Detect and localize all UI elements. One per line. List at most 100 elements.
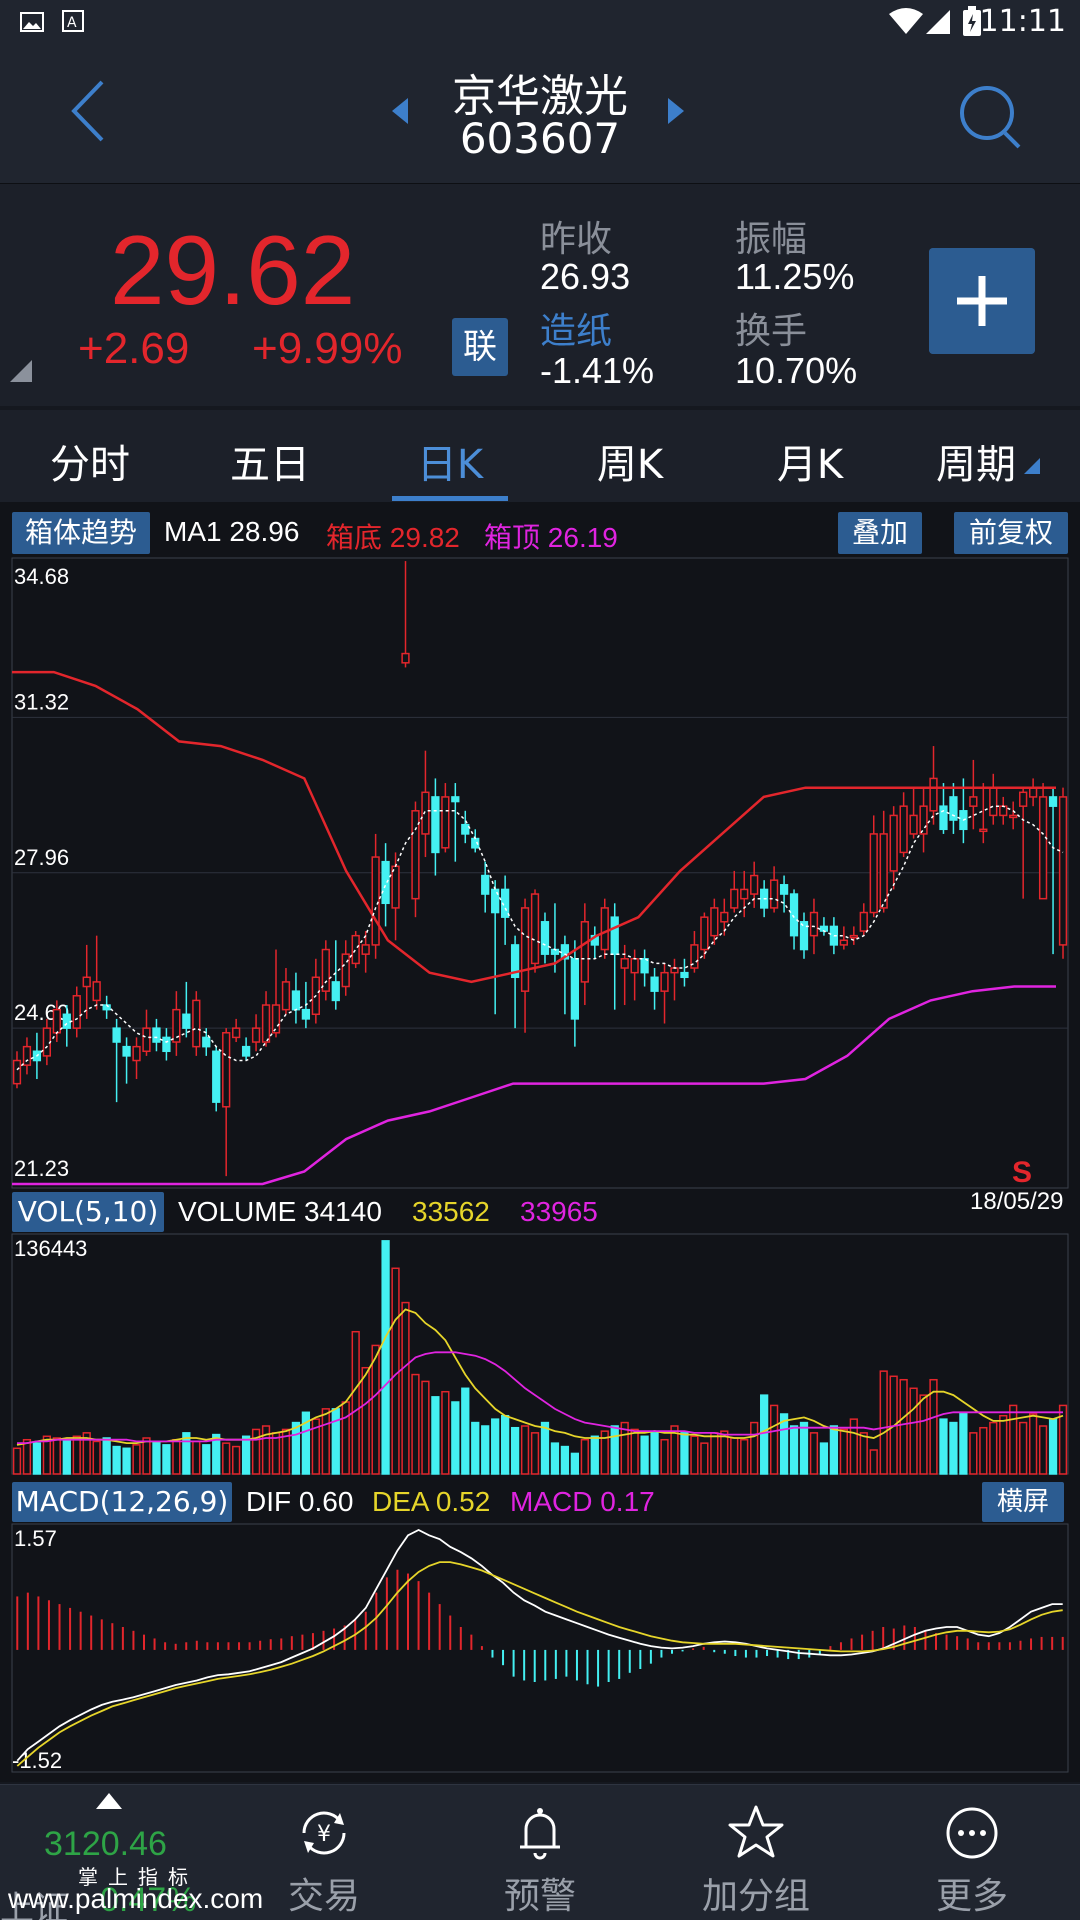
candle-body <box>789 893 799 937</box>
volume-bar <box>401 1301 410 1475</box>
volume-bar <box>82 1432 91 1475</box>
candle-body <box>232 1027 241 1039</box>
tab-daily-k[interactable]: 日K <box>416 442 484 488</box>
candle-body <box>690 944 699 969</box>
box-bottom-line <box>12 985 1056 1186</box>
volume-bar <box>809 1432 819 1475</box>
volume-bar <box>760 1394 769 1475</box>
volume-bar <box>1038 1425 1048 1475</box>
ma1-value: 28.96 <box>229 516 300 547</box>
svg-text:¥: ¥ <box>317 1822 331 1847</box>
volume-bar <box>909 1387 918 1475</box>
candle-body <box>839 939 848 946</box>
amplitude-value: 11.25% <box>735 256 855 297</box>
candle-body <box>909 814 918 835</box>
search-icon[interactable] <box>955 81 1025 151</box>
volume-max-label: 136443 <box>14 1236 87 1261</box>
candle-body <box>600 907 609 951</box>
volume-bar <box>112 1445 121 1475</box>
volume-bar <box>730 1437 739 1475</box>
volume-bar <box>650 1432 659 1475</box>
volume-bar <box>142 1437 151 1475</box>
nav-alert[interactable]: 预警 <box>432 1785 648 1920</box>
vol-indicator-button[interactable]: VOL(5,10) <box>12 1192 164 1232</box>
volume-bar <box>381 1240 390 1475</box>
volume-bar <box>600 1430 609 1475</box>
candle-body <box>182 1013 191 1029</box>
volume-bar <box>620 1421 629 1475</box>
next-stock-arrow-icon[interactable] <box>664 96 688 126</box>
candle-body <box>799 921 809 951</box>
back-button[interactable] <box>60 76 120 146</box>
candle-body <box>510 944 520 979</box>
volume-bar <box>321 1408 330 1475</box>
volume-bar <box>172 1438 181 1475</box>
app-notification-icon: A <box>62 10 84 32</box>
tab-five-day[interactable]: 五日 <box>230 442 310 488</box>
expand-corner-icon[interactable] <box>10 360 32 382</box>
signal-icon <box>926 10 950 34</box>
candle-body <box>22 1045 32 1066</box>
tab-monthly-k[interactable]: 月K <box>776 442 844 488</box>
kline-axis-label: 27.96 <box>14 845 69 870</box>
tab-weekly-k[interactable]: 周K <box>596 442 664 488</box>
volume-legend: VOLUME 34140 <box>178 1196 382 1227</box>
prev-stock-arrow-icon[interactable] <box>388 96 412 126</box>
candle-body <box>411 810 420 900</box>
volume-bar <box>829 1425 839 1475</box>
forward-adjust-button[interactable]: 前复权 <box>954 512 1068 554</box>
candle-body <box>899 805 908 854</box>
lian-button[interactable]: 联 <box>452 318 508 376</box>
candle-body <box>481 874 490 895</box>
tab-intraday[interactable]: 分时 <box>50 442 130 488</box>
index-ticker[interactable]: 3120.46 上证 0.47% 掌上指标 www.palmindex.com <box>0 1785 263 1920</box>
kline-axis-label: 21.23 <box>14 1156 69 1181</box>
sector-label[interactable]: 造纸 <box>540 311 613 352</box>
dea-line <box>16 1561 1063 1767</box>
volume-bar <box>560 1445 570 1475</box>
candle-body <box>122 1045 131 1057</box>
expand-up-icon[interactable] <box>96 1793 122 1809</box>
candle-body <box>192 999 201 1048</box>
nav-trade[interactable]: ¥ 交易 <box>216 1785 432 1920</box>
candle-body <box>1019 791 1028 807</box>
candle-body <box>461 823 470 835</box>
volume-bar <box>32 1442 42 1475</box>
candle-body <box>859 911 868 932</box>
box-trend-indicator-button[interactable]: 箱体趋势 <box>12 512 150 554</box>
kline-axis-label: 31.32 <box>14 689 69 714</box>
candle-body <box>750 874 759 895</box>
candle-body <box>451 796 460 803</box>
volume-bar <box>1009 1404 1018 1475</box>
volume-bar <box>979 1426 988 1475</box>
volume-bar <box>630 1428 639 1475</box>
candle-body <box>371 856 380 946</box>
yen-cycle-icon: ¥ <box>302 1811 346 1855</box>
add-watchlist-button[interactable] <box>929 248 1035 354</box>
candle-body <box>929 777 938 812</box>
tab-period[interactable]: 周期 <box>936 442 1016 488</box>
candle-body <box>1058 796 1068 946</box>
volume-bar <box>919 1394 928 1475</box>
candle-body <box>949 796 958 821</box>
candle-body <box>202 1036 211 1048</box>
volume-bar <box>779 1413 789 1475</box>
nav-add-group[interactable]: 加分组 <box>648 1785 864 1920</box>
volume-bar <box>720 1430 729 1475</box>
candle-body <box>1028 786 1038 798</box>
landscape-button[interactable]: 横屏 <box>982 1482 1064 1522</box>
candle-body <box>301 1008 311 1020</box>
volume-bar <box>212 1433 221 1475</box>
candle-body <box>251 1027 261 1043</box>
macd-indicator-button[interactable]: MACD(12,26,9) <box>12 1482 232 1522</box>
volume-bar <box>491 1418 500 1475</box>
volume-bar <box>690 1435 699 1475</box>
overlay-button[interactable]: 叠加 <box>838 512 922 554</box>
volume-bar <box>939 1418 948 1475</box>
nav-more[interactable]: 更多 <box>864 1785 1080 1920</box>
candle-body <box>570 958 580 1020</box>
candle-body <box>650 976 659 992</box>
kline-axis-label: 34.68 <box>14 564 69 589</box>
index-change-pct: 0.47% <box>100 1881 197 1919</box>
